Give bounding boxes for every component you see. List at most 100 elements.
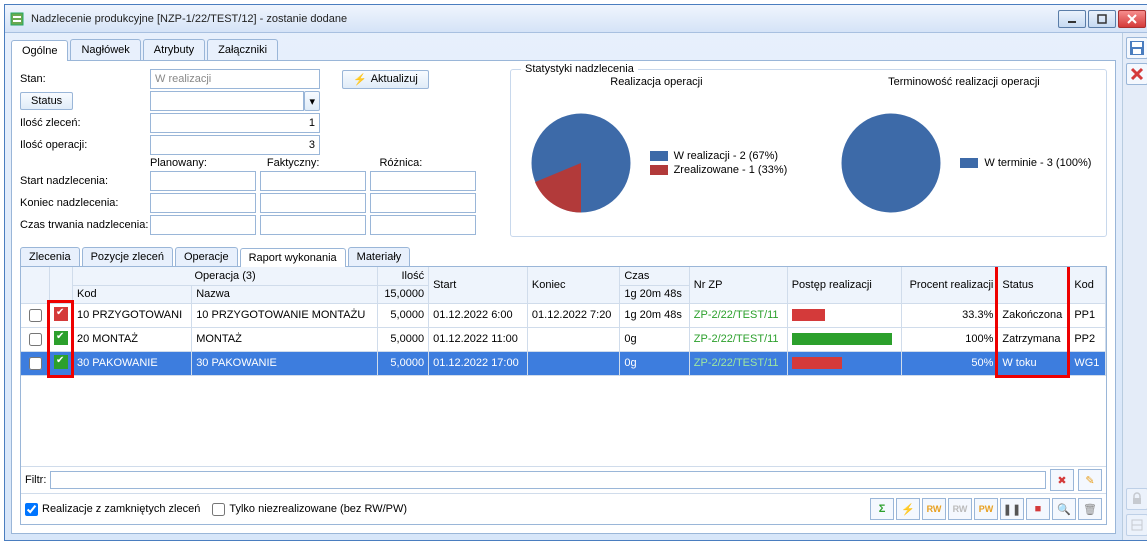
cell-procent: 100% [901, 327, 998, 351]
col-kod[interactable]: Kod [73, 285, 192, 303]
start-planowany[interactable] [150, 171, 256, 191]
col-czas-hdr: 1g 20m 48s [620, 285, 689, 303]
tab-naglowek[interactable]: Nagłówek [70, 39, 140, 60]
cell-ilosc: 5,0000 [378, 303, 429, 327]
row-checkbox[interactable] [29, 333, 42, 346]
col-ilosc-val: 15,0000 [378, 285, 429, 303]
cell-kod: 10 PRZYGOTOWANI [73, 303, 192, 327]
cell-zp: ZP-2/22/TEST/11 [689, 351, 787, 375]
status-dropdown[interactable] [150, 91, 304, 111]
col-czas[interactable]: Czas [620, 267, 689, 285]
start-faktyczny[interactable] [260, 171, 366, 191]
col-nrzp[interactable]: Nr ZP [689, 267, 787, 303]
chart1-legend-2: Zrealizowane - 1 (33%) [674, 164, 788, 176]
side-toolbar [1122, 33, 1147, 540]
cell-nazwa: MONTAŻ [192, 327, 378, 351]
chart1-swatch-2 [650, 165, 668, 175]
chart1-pie [526, 108, 636, 218]
cell-status: W toku [998, 351, 1070, 375]
row-status-icon [54, 331, 68, 345]
close-button[interactable] [1118, 10, 1146, 28]
cell-nazwa: 30 PAKOWANIE [192, 351, 378, 375]
czas-planowany[interactable] [150, 215, 256, 235]
row-checkbox[interactable] [29, 309, 42, 322]
save-icon[interactable] [1126, 37, 1147, 59]
col-postep[interactable]: Postęp realizacji [787, 267, 901, 303]
zoom-button[interactable]: 🔍 [1052, 498, 1076, 520]
delete-icon[interactable] [1126, 63, 1147, 85]
czas-faktyczny[interactable] [260, 215, 366, 235]
col-procent[interactable]: Procent realizacji [901, 267, 998, 303]
filter-label: Filtr: [25, 474, 46, 486]
subtab-pozycje[interactable]: Pozycje zleceń [82, 247, 173, 266]
filter-clear-button[interactable]: ✖ [1050, 469, 1074, 491]
cell-postep [787, 351, 901, 375]
col-nazwa[interactable]: Nazwa [192, 285, 378, 303]
col-operacja: Operacja (3) [73, 267, 378, 285]
table-row[interactable]: 30 PAKOWANIE30 PAKOWANIE5,000001.12.2022… [21, 351, 1106, 375]
col-status[interactable]: Status [998, 267, 1070, 303]
cell-czas: 1g 20m 48s [620, 303, 689, 327]
tab-zalaczniki[interactable]: Załączniki [207, 39, 278, 60]
status-button[interactable]: Status [20, 92, 73, 110]
cell-zp: ZP-2/22/TEST/11 [689, 327, 787, 351]
col-kod2[interactable]: Kod [1070, 267, 1106, 303]
koniec-label: Koniec nadzlecenia: [20, 197, 150, 209]
cell-kod2: PP1 [1070, 303, 1106, 327]
status-dropdown-btn[interactable]: ▾ [304, 91, 320, 111]
table-row[interactable]: 20 MONTAŻMONTAŻ5,000001.12.2022 11:000gZ… [21, 327, 1106, 351]
subtab-operacje[interactable]: Operacje [175, 247, 238, 266]
czas-roznica[interactable] [370, 215, 476, 235]
koniec-roznica[interactable] [370, 193, 476, 213]
tab-ogolne[interactable]: Ogólne [11, 40, 68, 61]
tab-atrybuty[interactable]: Atrybuty [143, 39, 205, 60]
table-row[interactable]: 10 PRZYGOTOWANI10 PRZYGOTOWANIE MONTAŻU5… [21, 303, 1106, 327]
stop-button[interactable]: ■ [1026, 498, 1050, 520]
col-koniec[interactable]: Koniec [527, 267, 619, 303]
chart2-legend-1: W terminie - 3 (100%) [984, 157, 1091, 169]
maximize-button[interactable] [1088, 10, 1116, 28]
chart1-legend-1: W realizacji - 2 (67%) [674, 150, 779, 162]
subtab-raport[interactable]: Raport wykonania [240, 248, 346, 267]
subtab-zlecenia[interactable]: Zlecenia [20, 247, 80, 266]
cell-kod: 30 PAKOWANIE [73, 351, 192, 375]
cell-procent: 50% [901, 351, 998, 375]
chk-tylko[interactable]: Tylko niezrealizowane (bez RW/PW) [212, 503, 407, 516]
koniec-planowany[interactable] [150, 193, 256, 213]
cell-czas: 0g [620, 351, 689, 375]
subtab-materialy[interactable]: Materiały [348, 247, 411, 266]
cell-procent: 33.3% [901, 303, 998, 327]
col-start[interactable]: Start [429, 267, 528, 303]
chk-realizacje[interactable]: Realizacje z zamkniętych zleceń [25, 503, 200, 516]
app-icon [9, 11, 25, 27]
row-checkbox[interactable] [29, 357, 42, 370]
row-status-icon [54, 355, 68, 369]
filter-edit-button[interactable]: ✎ [1078, 469, 1102, 491]
aktualizuj-button[interactable]: ⚡Aktualizuj [342, 70, 429, 89]
lightning-button[interactable]: ⚡ [896, 498, 920, 520]
stats-panel: Statystyki nadzlecenia Realizacja operac… [510, 69, 1107, 237]
sub-tabs: Zlecenia Pozycje zleceń Operacje Raport … [20, 247, 1107, 266]
aktualizuj-label: Aktualizuj [371, 73, 418, 85]
pw-button[interactable]: PW [974, 498, 998, 520]
minimize-button[interactable] [1058, 10, 1086, 28]
lock-icon[interactable] [1126, 488, 1147, 510]
chart2-title: Terminowość realizacji operacji [888, 76, 1040, 88]
trash-button[interactable]: 🗑 [1078, 498, 1102, 520]
koniec-faktyczny[interactable] [260, 193, 366, 213]
filter-input[interactable] [50, 471, 1046, 489]
cell-ilosc: 5,0000 [378, 351, 429, 375]
chart1-title: Realizacja operacji [610, 76, 702, 88]
pause-button[interactable]: ❚❚ [1000, 498, 1024, 520]
chart2-pie [836, 108, 946, 218]
bottom-toolbar: Σ ⚡ RW RW PW ❚❚ ■ 🔍 🗑 [870, 498, 1102, 520]
planowany-label: Planowany: [150, 157, 207, 169]
start-roznica[interactable] [370, 171, 476, 191]
cell-postep [787, 327, 901, 351]
sum-button[interactable]: Σ [870, 498, 894, 520]
rw2-button[interactable]: RW [948, 498, 972, 520]
expand-icon[interactable] [1126, 514, 1147, 536]
rw-button[interactable]: RW [922, 498, 946, 520]
cell-ilosc: 5,0000 [378, 327, 429, 351]
operations-grid: Operacja (3) Ilość Start Koniec Czas Nr … [21, 267, 1106, 376]
